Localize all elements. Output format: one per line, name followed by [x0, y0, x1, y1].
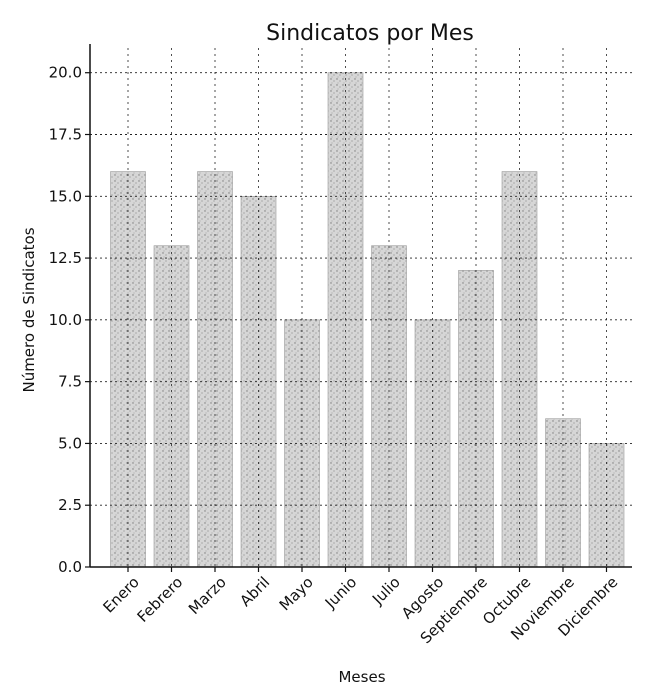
y-tick-label: 17.5 — [49, 126, 82, 144]
bar-marzo — [197, 171, 233, 568]
y-tick-label: 7.5 — [58, 373, 82, 391]
y-tick-label: 0.0 — [58, 558, 82, 576]
x-tick-label: Mayo — [276, 573, 317, 614]
bar-enero — [110, 171, 146, 568]
bar-octubre — [501, 171, 538, 568]
bar-julio — [371, 245, 407, 568]
x-tick-label: Junio — [321, 573, 360, 612]
x-tick-label: Julio — [368, 573, 404, 609]
x-axis-label: Meses — [338, 668, 385, 685]
x-tick-label: Marzo — [185, 573, 230, 618]
axes-layer — [89, 44, 632, 568]
x-tick-label: Febrero — [134, 573, 187, 626]
y-tick-label: 5.0 — [58, 434, 82, 452]
y-tick-label: 10.0 — [49, 311, 82, 329]
y-tick-label: 12.5 — [49, 249, 82, 267]
gridlines-overlay — [90, 48, 632, 567]
y-axis-label: Número de Sindicatos — [20, 227, 38, 392]
x-tick-label: Abril — [236, 573, 273, 610]
y-tick-label: 15.0 — [49, 187, 82, 205]
bar-febrero — [153, 245, 190, 568]
chart-title: Sindicatos por Mes — [266, 21, 474, 46]
y-tick-label: 2.5 — [58, 496, 82, 514]
y-ticks: 0.0 2.5 5.0 7.5 10.0 12.5 15.0 17.5 20.0 — [49, 64, 90, 576]
y-tick-label: 20.0 — [49, 64, 82, 82]
